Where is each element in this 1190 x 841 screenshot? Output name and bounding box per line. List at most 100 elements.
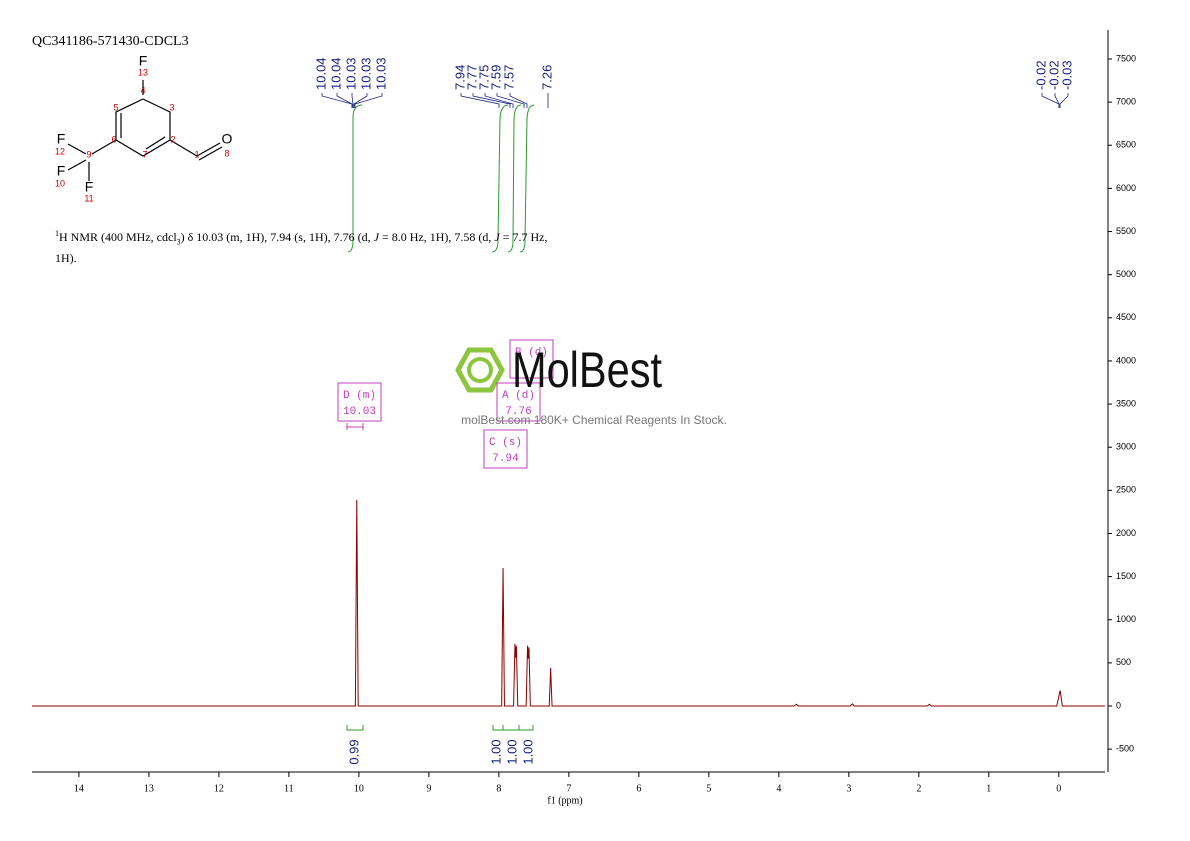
watermark-brand: MolBest: [512, 342, 662, 398]
peak-label: -0.02: [1046, 60, 1061, 90]
x-tick-label: 10: [354, 783, 364, 794]
y-tick-label: 2500: [1116, 485, 1136, 495]
atom-label: 12: [55, 146, 65, 156]
peak-connector: [336, 93, 353, 108]
integral-bracket: [346, 725, 364, 731]
peak-connector: [1059, 93, 1069, 108]
multiplet-box: [496, 382, 541, 422]
integral-bracket: [502, 725, 520, 731]
peak-connector: [353, 93, 368, 108]
multiplet-box: [337, 382, 382, 422]
multiplet-range: [346, 423, 364, 430]
peak-connector: [484, 93, 514, 108]
atom-label: 13: [138, 67, 148, 77]
y-tick-label: 7000: [1116, 96, 1136, 106]
text: 1: [55, 229, 59, 238]
peak-label: 10.03: [373, 57, 388, 90]
y-tick-label: 6000: [1116, 183, 1136, 193]
integral-label: 0.99: [346, 739, 361, 764]
y-tick-label: 5500: [1116, 226, 1136, 236]
peak-connector: [1054, 93, 1060, 108]
x-tick-label: 9: [426, 783, 431, 794]
peak-connector: [351, 93, 354, 108]
multiplet-shift: 7.94: [492, 453, 519, 465]
nmr-description: 1H NMR (400 MHz, cdcl3) δ 10.03 (m, 1H),…: [55, 226, 615, 266]
peak-label: 7.94: [452, 65, 467, 90]
atom-label: 10: [55, 178, 65, 188]
text: ) δ 10.03 (m, 1H), 7.94 (s, 1H), 7.76 (d…: [180, 230, 374, 244]
peak-connector: [460, 93, 500, 108]
text: J: [494, 230, 500, 244]
peak-connector: [354, 93, 383, 108]
atom-label: 9: [86, 149, 91, 159]
x-tick-label: 11: [284, 783, 294, 794]
x-tick-label: 8: [496, 783, 501, 794]
y-tick-label: 7500: [1116, 53, 1136, 63]
atom-label: 2: [170, 134, 175, 144]
y-tick-label: 4500: [1116, 312, 1136, 322]
atom-label: 3: [169, 102, 174, 112]
x-tick-label: 14: [74, 783, 84, 794]
y-tick-label: 6500: [1116, 140, 1136, 150]
x-tick-label: 3: [846, 783, 851, 794]
y-tick-label: -500: [1116, 744, 1134, 754]
text: 1H).: [55, 251, 77, 266]
atom-label: 6: [111, 134, 116, 144]
text: = 7.7 Hz,: [499, 230, 548, 244]
peak-label: -0.02: [1033, 60, 1048, 90]
peak-label: 10.03: [358, 57, 373, 90]
integral-label: 1.00: [520, 739, 535, 764]
atom-label: O: [222, 131, 233, 147]
x-tick-label: 12: [214, 783, 224, 794]
watermark-logo: [455, 347, 505, 393]
atom-label: 5: [113, 102, 118, 112]
spectrum-line: [32, 499, 1105, 707]
y-tick-label: 4000: [1116, 355, 1136, 365]
atom-label: F: [139, 53, 148, 69]
multiplet-shift: 7.76: [505, 406, 531, 418]
multiplet-label: A (d): [502, 390, 535, 402]
text: J: [373, 230, 379, 244]
peak-label: 7.59: [488, 65, 503, 90]
multiplet-shift: 10.03: [343, 406, 376, 418]
multiplet-label: D (m): [343, 390, 376, 402]
atom-label: F: [85, 179, 94, 195]
x-tick-label: 6: [636, 783, 641, 794]
x-tick-label: 0: [1056, 783, 1061, 794]
x-axis-label: f1 (ppm): [547, 795, 582, 806]
peak-label: 10.04: [328, 57, 343, 90]
peak-connector: [496, 93, 525, 108]
chart-title: QC341186-571430-CDCL3: [32, 34, 189, 49]
x-tick-label: 4: [776, 783, 781, 794]
atom-label: 7: [142, 149, 147, 159]
peak-label: 10.03: [343, 57, 358, 90]
y-tick-label: 3000: [1116, 442, 1136, 452]
peak-label: 10.04: [313, 57, 328, 90]
integral-bracket: [518, 725, 534, 731]
y-tick-label: 2000: [1116, 528, 1136, 538]
y-tick-label: 3500: [1116, 398, 1136, 408]
atom-label: F: [57, 131, 66, 147]
peak-connector: [472, 93, 511, 108]
peak-connector: [509, 93, 528, 108]
y-tick-label: 0: [1116, 700, 1121, 710]
multiplet-box: [483, 429, 528, 469]
x-tick-label: 1: [986, 783, 991, 794]
integral-label: 1.00: [488, 739, 503, 764]
atom-label: F: [57, 163, 66, 179]
molecule-bonds: [67, 80, 223, 181]
y-tick-label: 1000: [1116, 614, 1136, 624]
multiplet-label: C (s): [489, 437, 522, 449]
atom-label: 11: [84, 193, 93, 203]
integral-bracket: [492, 725, 504, 731]
x-tick-label: 2: [916, 783, 921, 794]
peak-connector: [1041, 93, 1060, 108]
peak-label: 7.77: [464, 65, 479, 90]
atom-label: 4: [140, 85, 145, 95]
x-tick-label: 13: [144, 783, 154, 794]
peak-label: 7.26: [539, 65, 554, 90]
multiplet-label: B (d): [515, 347, 548, 359]
watermark-tagline: molBest.com 180K+ Chemical Reagents In S…: [461, 413, 727, 427]
integral-curves: [347, 104, 535, 253]
